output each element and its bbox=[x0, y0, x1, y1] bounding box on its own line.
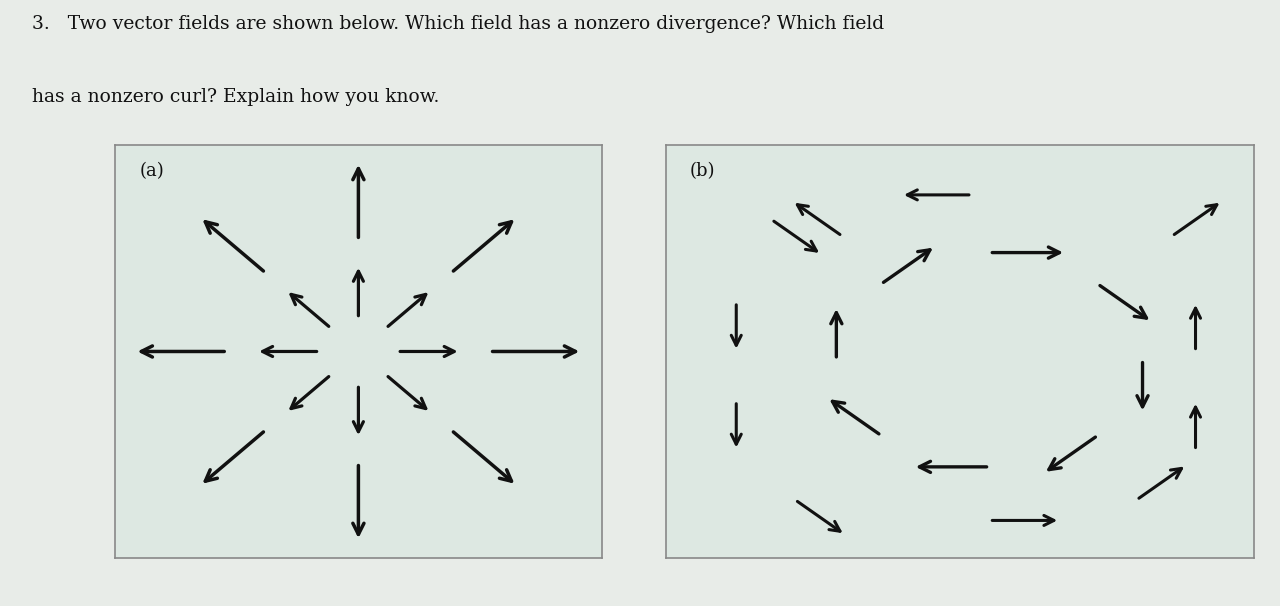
Text: (a): (a) bbox=[140, 162, 164, 180]
Text: (b): (b) bbox=[689, 162, 714, 180]
Text: 3.   Two vector fields are shown below. Which field has a nonzero divergence? Wh: 3. Two vector fields are shown below. Wh… bbox=[32, 15, 884, 33]
Text: has a nonzero curl? Explain how you know.: has a nonzero curl? Explain how you know… bbox=[32, 88, 439, 106]
